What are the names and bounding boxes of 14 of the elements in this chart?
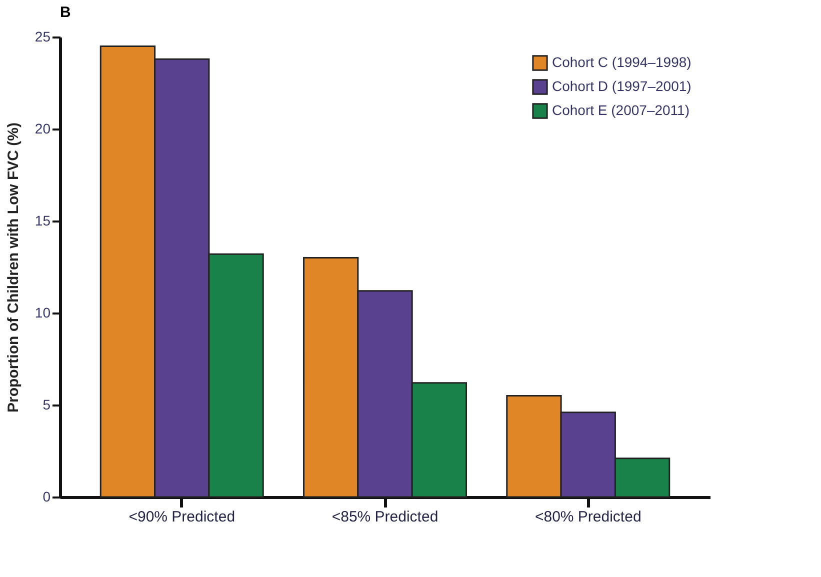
y-tick-label: 15 xyxy=(34,212,51,228)
legend-label: Cohort C (1994–1998) xyxy=(552,54,692,70)
legend-label: Cohort D (1997–2001) xyxy=(552,78,692,94)
y-tick-label: 25 xyxy=(34,28,51,44)
y-tick-label: 5 xyxy=(42,396,51,412)
y-axis-title: Proportion of Children with Low FVC (%) xyxy=(4,122,22,412)
chart-title: B xyxy=(60,4,71,21)
x-tick-label: <80% Predicted xyxy=(534,508,642,526)
x-tick-label: <90% Predicted xyxy=(128,508,236,526)
y-tick-label: 0 xyxy=(42,488,51,504)
y-tick-label: 20 xyxy=(34,120,51,136)
legend-label: Cohort E (2007–2011) xyxy=(552,102,690,118)
y-tick-label: 10 xyxy=(34,304,51,320)
x-tick-label: <85% Predicted xyxy=(332,508,438,526)
